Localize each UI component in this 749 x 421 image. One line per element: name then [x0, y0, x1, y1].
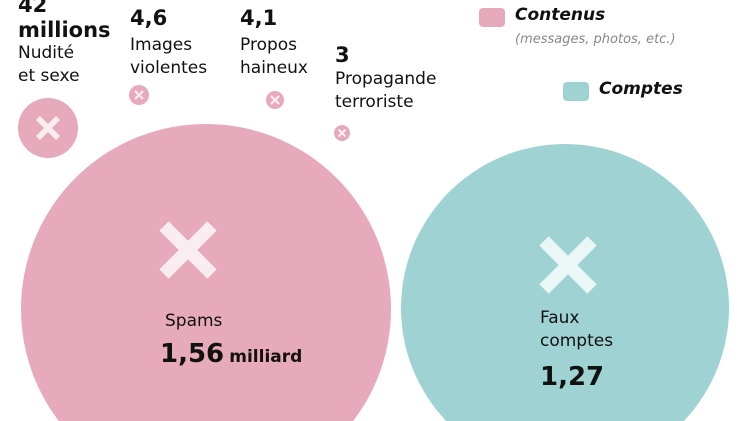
legend-contenus-sub: (messages, photos, etc.): [515, 32, 676, 47]
propagande-value: 3: [335, 43, 350, 67]
propos-label-1: Propos: [240, 35, 298, 55]
images-value: 4,6: [130, 6, 168, 30]
nudite-label-2: et sexe: [18, 66, 80, 86]
nudite-label-1: Nudité: [18, 43, 75, 63]
propagande-label-2: terroriste: [335, 92, 414, 112]
nudite-value: 42: [18, 0, 48, 17]
legend-swatch-contenus: [479, 8, 505, 27]
legend-contenus: Contenus: [515, 5, 606, 25]
propagande-label-1: Propagande: [335, 69, 437, 89]
faux-comptes-value: 1,27: [540, 362, 605, 392]
nudite-cross-icon: [36, 116, 60, 140]
legend-swatch-comptes: [563, 82, 589, 101]
nudite-unit: millions: [18, 18, 111, 42]
images-cross-icon: [134, 90, 144, 100]
propos-cross-icon: [270, 95, 280, 105]
legend-comptes: Comptes: [599, 79, 683, 99]
faux-comptes-label-1: Faux: [540, 308, 580, 328]
propagande-cross-icon: [337, 128, 347, 138]
spams-cross-icon: [159, 221, 217, 279]
spams-value: 1,56: [160, 339, 225, 369]
faux-comptes-cross-icon: [539, 236, 597, 294]
propos-value: 4,1: [240, 6, 278, 30]
faux-comptes-bubble: [400, 143, 729, 421]
propos-label-2: haineux: [240, 58, 308, 78]
spams-unit: milliard: [229, 347, 303, 367]
faux-comptes-label-2: comptes: [540, 331, 614, 351]
images-label-1: Images: [130, 35, 193, 55]
images-label-2: violentes: [130, 58, 208, 78]
spams-label: Spams: [165, 311, 223, 331]
spams-value-line: 1,56 milliard: [160, 339, 303, 370]
